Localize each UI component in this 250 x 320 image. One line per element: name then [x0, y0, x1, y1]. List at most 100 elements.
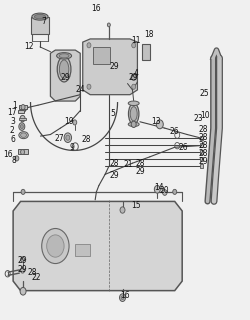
Bar	[19, 118, 26, 120]
Circle shape	[21, 105, 25, 110]
Circle shape	[162, 190, 167, 196]
Text: 8: 8	[12, 156, 17, 164]
Text: 19: 19	[64, 117, 74, 126]
Ellipse shape	[32, 13, 48, 20]
Circle shape	[121, 296, 124, 300]
Ellipse shape	[19, 132, 28, 139]
Ellipse shape	[34, 14, 46, 19]
Circle shape	[73, 120, 77, 125]
Text: 23: 23	[194, 114, 203, 123]
Bar	[19, 105, 27, 109]
Bar	[142, 44, 150, 60]
Circle shape	[47, 235, 64, 257]
Text: 29: 29	[60, 73, 70, 82]
Circle shape	[132, 84, 136, 89]
Text: 28: 28	[82, 135, 91, 144]
Text: 29: 29	[109, 61, 119, 70]
Circle shape	[20, 149, 24, 155]
Bar	[18, 110, 24, 113]
Text: 28: 28	[109, 159, 118, 168]
Text: 16: 16	[3, 150, 13, 159]
Bar	[75, 244, 90, 256]
Circle shape	[64, 133, 72, 142]
Bar	[200, 143, 202, 147]
Bar	[200, 157, 202, 161]
Polygon shape	[13, 201, 182, 291]
Circle shape	[120, 294, 126, 301]
Circle shape	[120, 207, 125, 213]
Text: 7: 7	[42, 17, 47, 26]
Ellipse shape	[57, 52, 72, 59]
Text: 28: 28	[198, 125, 208, 134]
Ellipse shape	[57, 56, 71, 82]
Text: 29: 29	[17, 265, 27, 275]
Circle shape	[20, 124, 23, 128]
Circle shape	[20, 268, 24, 273]
Bar	[30, 17, 49, 34]
Text: 29: 29	[198, 157, 208, 166]
Polygon shape	[83, 39, 138, 95]
Ellipse shape	[128, 122, 139, 126]
Text: 29: 29	[109, 172, 119, 180]
Circle shape	[131, 74, 136, 80]
Bar	[200, 164, 202, 168]
Text: 2: 2	[10, 126, 14, 135]
Text: 14: 14	[154, 183, 164, 192]
Circle shape	[21, 189, 25, 195]
Text: 15: 15	[132, 201, 141, 210]
Bar	[200, 150, 202, 154]
Text: 6: 6	[11, 135, 16, 144]
Text: 25: 25	[200, 89, 209, 98]
Circle shape	[20, 287, 26, 295]
Circle shape	[66, 135, 70, 140]
Text: 29: 29	[129, 73, 138, 82]
Text: 28: 28	[198, 133, 208, 142]
Text: 1: 1	[12, 101, 17, 110]
Text: 21: 21	[124, 160, 134, 169]
Text: 28: 28	[135, 159, 145, 168]
Ellipse shape	[128, 103, 139, 124]
Ellipse shape	[130, 107, 137, 121]
Text: 11: 11	[132, 36, 141, 45]
Circle shape	[42, 228, 69, 264]
Circle shape	[132, 43, 136, 48]
Ellipse shape	[59, 60, 69, 78]
Ellipse shape	[59, 54, 69, 58]
Text: 29: 29	[17, 256, 27, 265]
Text: 4: 4	[134, 69, 139, 78]
Circle shape	[20, 116, 25, 122]
Circle shape	[173, 189, 177, 195]
Text: 26: 26	[178, 143, 188, 152]
Text: 16: 16	[92, 4, 101, 13]
Circle shape	[19, 123, 25, 130]
Text: 16: 16	[121, 291, 130, 300]
Text: 28: 28	[198, 149, 208, 158]
Polygon shape	[50, 50, 80, 101]
Text: 20: 20	[160, 186, 170, 195]
Circle shape	[20, 257, 24, 262]
Bar	[200, 136, 202, 140]
Text: 26: 26	[170, 127, 179, 136]
Text: 9: 9	[69, 143, 74, 152]
Text: 12: 12	[24, 42, 34, 52]
Text: 5: 5	[110, 109, 115, 118]
Text: 3: 3	[11, 117, 16, 126]
Text: 28: 28	[198, 141, 208, 150]
Circle shape	[87, 43, 91, 48]
Circle shape	[87, 84, 91, 89]
Circle shape	[107, 23, 110, 27]
Text: 29: 29	[135, 167, 145, 176]
Circle shape	[131, 121, 136, 127]
Text: 17: 17	[7, 108, 17, 117]
Bar	[93, 47, 110, 64]
Text: 13: 13	[151, 117, 161, 126]
Circle shape	[154, 186, 160, 193]
Ellipse shape	[128, 101, 139, 106]
Text: 27: 27	[54, 134, 64, 143]
Text: 22: 22	[31, 273, 41, 282]
Text: 28: 28	[27, 268, 36, 277]
Text: 24: 24	[76, 85, 85, 94]
Ellipse shape	[20, 133, 26, 137]
Circle shape	[15, 156, 19, 161]
Text: 18: 18	[144, 30, 153, 39]
